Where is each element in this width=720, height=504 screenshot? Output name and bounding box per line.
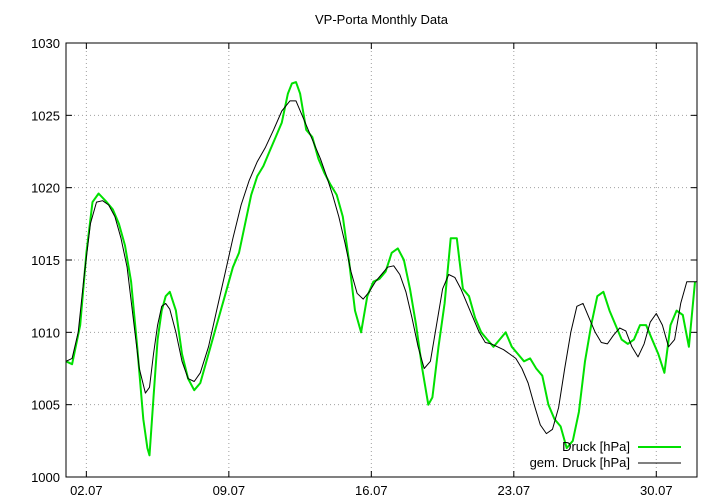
y-tick-label: 1010 bbox=[31, 325, 60, 340]
y-tick-label: 1025 bbox=[31, 108, 60, 123]
y-tick-label: 1020 bbox=[31, 181, 60, 196]
x-tick-label: 23.07 bbox=[498, 483, 531, 498]
series-layer bbox=[65, 81, 697, 457]
tick-marks bbox=[66, 42, 697, 478]
y-tick-label: 1030 bbox=[31, 36, 60, 51]
series-line-gem-druck bbox=[65, 100, 697, 435]
y-tick-label: 1000 bbox=[31, 470, 60, 485]
grid bbox=[66, 43, 697, 477]
legend: Druck [hPa]gem. Druck [hPa] bbox=[530, 439, 681, 470]
series-line-druck bbox=[65, 81, 696, 457]
x-tick-label: 16.07 bbox=[355, 483, 388, 498]
chart-title: VP-Porta Monthly Data bbox=[315, 12, 449, 27]
legend-label: Druck [hPa] bbox=[562, 439, 630, 454]
y-tick-label: 1005 bbox=[31, 398, 60, 413]
x-tick-label: 09.07 bbox=[213, 483, 246, 498]
y-tick-label: 1015 bbox=[31, 253, 60, 268]
x-tick-label: 02.07 bbox=[70, 483, 103, 498]
x-tick-labels: 02.07 09.07 16.07 23.07 30.07 bbox=[70, 483, 672, 498]
legend-label: gem. Druck [hPa] bbox=[530, 455, 630, 470]
x-tick-label: 30.07 bbox=[640, 483, 673, 498]
y-tick-labels: 1000 1005 1010 1015 1020 1025 1030 bbox=[31, 36, 60, 485]
